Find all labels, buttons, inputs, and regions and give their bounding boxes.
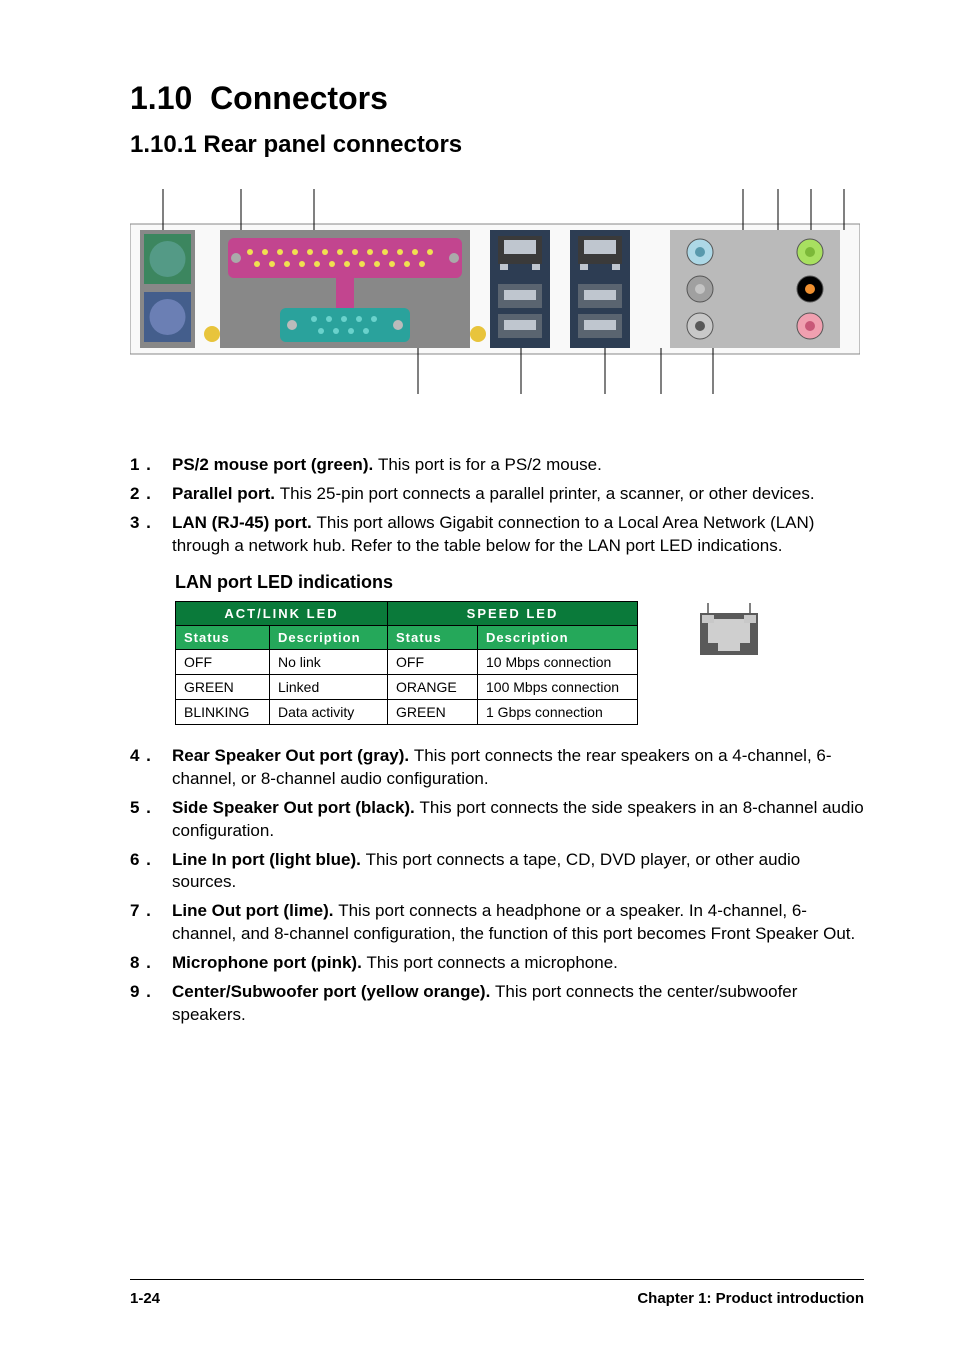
list-item-body: Side Speaker Out port (black). This port… [172, 797, 864, 843]
list-item-title: PS/2 mouse port (green). [172, 455, 378, 474]
table-cell: OFF [176, 649, 270, 674]
list-item-title: LAN (RJ-45) port. [172, 513, 317, 532]
table-group-header: ACT/LINK LED [176, 601, 388, 625]
table-cell: Linked [270, 674, 388, 699]
list-item-title: Rear Speaker Out port (gray). [172, 746, 414, 765]
list-item-number: 3 . [130, 512, 172, 535]
list-item: 8 .Microphone port (pink). This port con… [130, 952, 864, 975]
table-cell: BLINKING [176, 699, 270, 724]
table-cell: ORANGE [388, 674, 478, 699]
list-item: 2 .Parallel port. This 25-pin port conne… [130, 483, 864, 506]
table-col-header: Status [176, 625, 270, 649]
list-item: 9 .Center/Subwoofer port (yellow orange)… [130, 981, 864, 1027]
subsection-heading: 1.10.1 Rear panel connectors [130, 131, 864, 159]
rj45-port-icon [694, 601, 764, 661]
table-cell: 100 Mbps connection [478, 674, 638, 699]
subsection-title: Rear panel connectors [203, 131, 462, 158]
section-title: Connectors [210, 80, 388, 116]
table-cell: GREEN [388, 699, 478, 724]
page-footer: 1-24 Chapter 1: Product introduction [130, 1279, 864, 1307]
connector-list-1: 1 .PS/2 mouse port (green). This port is… [130, 454, 864, 558]
list-item-body: LAN (RJ-45) port. This port allows Gigab… [172, 512, 864, 558]
list-item: 3 .LAN (RJ-45) port. This port allows Gi… [130, 512, 864, 558]
list-item-text: This port is for a PS/2 mouse. [378, 455, 602, 474]
list-item-text: This 25-pin port connects a parallel pri… [280, 484, 815, 503]
list-item-body: Line In port (light blue). This port con… [172, 849, 864, 895]
list-item-number: 7 . [130, 900, 172, 923]
table-row: GREENLinkedORANGE100 Mbps connection [176, 674, 638, 699]
section-number: 1.10 [130, 80, 192, 116]
list-item-title: Line In port (light blue). [172, 850, 366, 869]
table-col-header: Status [388, 625, 478, 649]
list-item-number: 4 . [130, 745, 172, 768]
list-item: 5 .Side Speaker Out port (black). This p… [130, 797, 864, 843]
list-item-body: PS/2 mouse port (green). This port is fo… [172, 454, 864, 477]
list-item-number: 8 . [130, 952, 172, 975]
footer-chapter: Chapter 1: Product introduction [637, 1290, 864, 1307]
footer-page-number: 1-24 [130, 1290, 160, 1307]
list-item-title: Microphone port (pink). [172, 953, 367, 972]
lan-table-caption: LAN port LED indications [175, 572, 864, 593]
rear-panel-diagram [130, 179, 864, 414]
list-item-body: Line Out port (lime). This port connects… [172, 900, 864, 946]
list-item-title: Center/Subwoofer port (yellow orange). [172, 982, 495, 1001]
table-group-header: SPEED LED [388, 601, 638, 625]
list-item-number: 2 . [130, 483, 172, 506]
list-item-title: Parallel port. [172, 484, 280, 503]
table-row: OFFNo linkOFF10 Mbps connection [176, 649, 638, 674]
list-item-title: Side Speaker Out port (black). [172, 798, 420, 817]
list-item-number: 5 . [130, 797, 172, 820]
list-item: 7 .Line Out port (lime). This port conne… [130, 900, 864, 946]
list-item-text: This port connects a microphone. [367, 953, 618, 972]
list-item: 6 .Line In port (light blue). This port … [130, 849, 864, 895]
table-col-header: Description [270, 625, 388, 649]
list-item-number: 9 . [130, 981, 172, 1004]
table-cell: 1 Gbps connection [478, 699, 638, 724]
table-cell: 10 Mbps connection [478, 649, 638, 674]
list-item-body: Center/Subwoofer port (yellow orange). T… [172, 981, 864, 1027]
table-cell: OFF [388, 649, 478, 674]
section-heading: 1.10 Connectors [130, 80, 864, 117]
table-cell: No link [270, 649, 388, 674]
table-cell: GREEN [176, 674, 270, 699]
list-item-body: Rear Speaker Out port (gray). This port … [172, 745, 864, 791]
list-item-title: Line Out port (lime). [172, 901, 338, 920]
list-item-body: Parallel port. This 25-pin port connects… [172, 483, 864, 506]
list-item-number: 1 . [130, 454, 172, 477]
table-row: BLINKINGData activityGREEN1 Gbps connect… [176, 699, 638, 724]
lan-led-table: ACT/LINK LEDSPEED LEDStatusDescriptionSt… [175, 601, 638, 725]
list-item-body: Microphone port (pink). This port connec… [172, 952, 864, 975]
connector-list-2: 4 .Rear Speaker Out port (gray). This po… [130, 745, 864, 1027]
table-cell: Data activity [270, 699, 388, 724]
list-item-number: 6 . [130, 849, 172, 872]
list-item: 1 .PS/2 mouse port (green). This port is… [130, 454, 864, 477]
table-col-header: Description [478, 625, 638, 649]
subsection-number: 1.10.1 [130, 131, 197, 158]
list-item: 4 .Rear Speaker Out port (gray). This po… [130, 745, 864, 791]
